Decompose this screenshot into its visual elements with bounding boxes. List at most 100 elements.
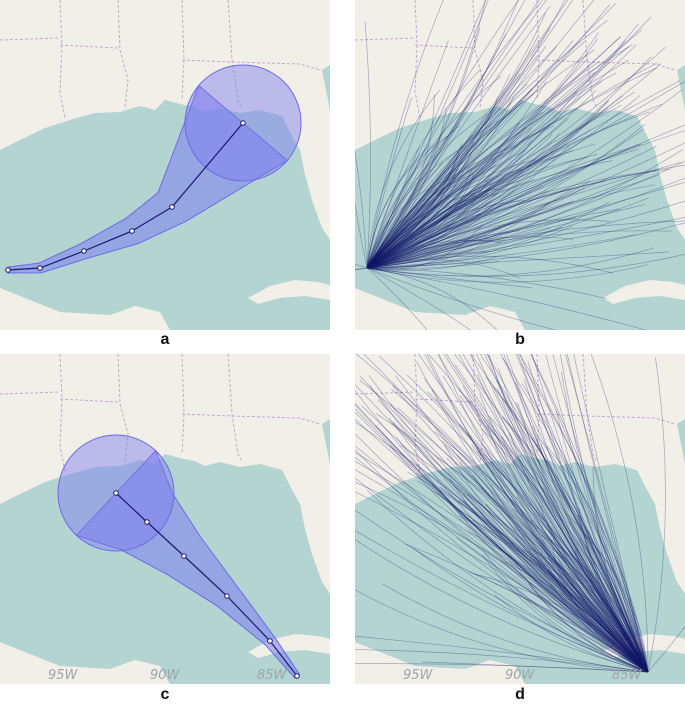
- ensemble-track: [540, 551, 649, 673]
- ensemble-track: [547, 572, 649, 673]
- ensemble-track: [392, 423, 649, 673]
- ensemble-track: [438, 354, 649, 673]
- ensemble-track: [366, 29, 643, 269]
- ensemble-track: [519, 460, 649, 673]
- ensemble-track: [366, 217, 481, 269]
- lon-label-95w: 95W: [403, 668, 434, 683]
- ensemble-track: [366, 62, 658, 269]
- ensemble-track: [366, 169, 473, 269]
- ensemble-track: [462, 354, 649, 673]
- map-svg-d: 95W 90W 85W: [355, 354, 685, 684]
- ensemble-track: [647, 625, 685, 673]
- ensemble-track: [366, 247, 655, 277]
- ensemble-track: [366, 83, 528, 269]
- ensemble-track: [366, 163, 501, 269]
- ensemble-track: [541, 542, 649, 673]
- state-border: [414, 354, 421, 473]
- ensemble-track: [366, 267, 647, 330]
- ensemble-track: [515, 537, 649, 673]
- ensemble-track: [366, 0, 486, 269]
- ensemble-track: [366, 181, 685, 269]
- cuba-island: [603, 634, 685, 658]
- ensemble-track: [366, 208, 620, 269]
- forecast-point: [113, 490, 119, 496]
- forecast-point: [81, 248, 87, 254]
- ensemble-track: [495, 528, 649, 673]
- forecast-track-line: [115, 492, 298, 677]
- atlantic-water: [677, 419, 685, 464]
- ensemble-track: [366, 190, 548, 269]
- ensemble-track: [502, 416, 649, 673]
- state-border: [355, 37, 416, 41]
- map-svg-a: [0, 0, 330, 330]
- ensemble-track: [366, 0, 520, 269]
- ensemble-track: [565, 354, 649, 673]
- ensemble-track: [445, 354, 649, 673]
- ensemble-track: [489, 416, 649, 673]
- ensemble-track: [366, 200, 526, 269]
- ensemble-track: [579, 538, 649, 673]
- ensemble-track: [484, 354, 649, 673]
- ensemble-track: [546, 445, 649, 673]
- ensemble-track: [366, 174, 660, 269]
- ensemble-track: [366, 41, 586, 269]
- ensemble-track: [396, 436, 649, 673]
- ensemble-track: [366, 130, 685, 269]
- ensemble-track: [482, 554, 649, 673]
- ensemble-track: [565, 458, 649, 673]
- ensemble-track: [364, 21, 371, 269]
- ensemble-track: [366, 145, 657, 269]
- ensemble-track: [366, 256, 498, 271]
- atlantic-water: [322, 65, 330, 110]
- ensemble-track: [439, 486, 649, 673]
- state-border: [59, 0, 66, 119]
- ensemble-track: [366, 175, 495, 269]
- ensemble-track: [467, 530, 649, 673]
- ensemble-track: [366, 68, 481, 269]
- ensemble-track: [487, 425, 649, 673]
- ensemble-track: [566, 513, 649, 673]
- ensemble-track: [427, 391, 649, 673]
- ensemble-track: [366, 151, 554, 269]
- ensemble-track: [458, 354, 649, 673]
- ensemble-track: [488, 354, 649, 673]
- ensemble-track: [366, 0, 519, 269]
- ensemble-track: [363, 354, 649, 673]
- ensemble-track: [477, 374, 649, 673]
- ensemble-track: [366, 217, 685, 269]
- ensemble-track: [366, 80, 685, 269]
- ensemble-track: [573, 354, 649, 673]
- ensemble-track: [366, 200, 685, 269]
- ensemble-track: [366, 192, 499, 269]
- ensemble-track: [366, 239, 493, 269]
- ensemble-track: [515, 402, 649, 673]
- ensemble-track: [366, 158, 497, 269]
- ensemble-track: [507, 520, 649, 673]
- ensemble-track: [462, 500, 649, 673]
- ensemble-track: [366, 96, 499, 269]
- state-border: [472, 354, 484, 463]
- ensemble-track: [366, 124, 685, 269]
- ensemble-track: [355, 411, 649, 673]
- ensemble-track: [561, 372, 649, 673]
- ensemble-track: [366, 240, 502, 269]
- ensemble-track: [366, 150, 574, 269]
- ensemble-track: [366, 140, 533, 269]
- ensemble-track: [509, 432, 649, 673]
- ensemble-track: [485, 535, 649, 673]
- ensemble-track: [447, 472, 649, 673]
- ensemble-track: [366, 143, 640, 269]
- ensemble-track: [479, 393, 649, 673]
- ensemble-track: [390, 403, 649, 673]
- ensemble-track: [366, 200, 574, 269]
- ensemble-track: [546, 524, 649, 673]
- lon-label-95w: 95W: [48, 668, 79, 683]
- state-border: [227, 354, 243, 463]
- map-panel-b: [355, 0, 685, 330]
- state-border: [117, 0, 129, 109]
- ensemble-track: [355, 202, 368, 269]
- ensemble-track: [482, 453, 649, 673]
- ensemble-track: [366, 169, 458, 269]
- ensemble-track: [366, 120, 498, 269]
- ensemble-track: [366, 227, 551, 269]
